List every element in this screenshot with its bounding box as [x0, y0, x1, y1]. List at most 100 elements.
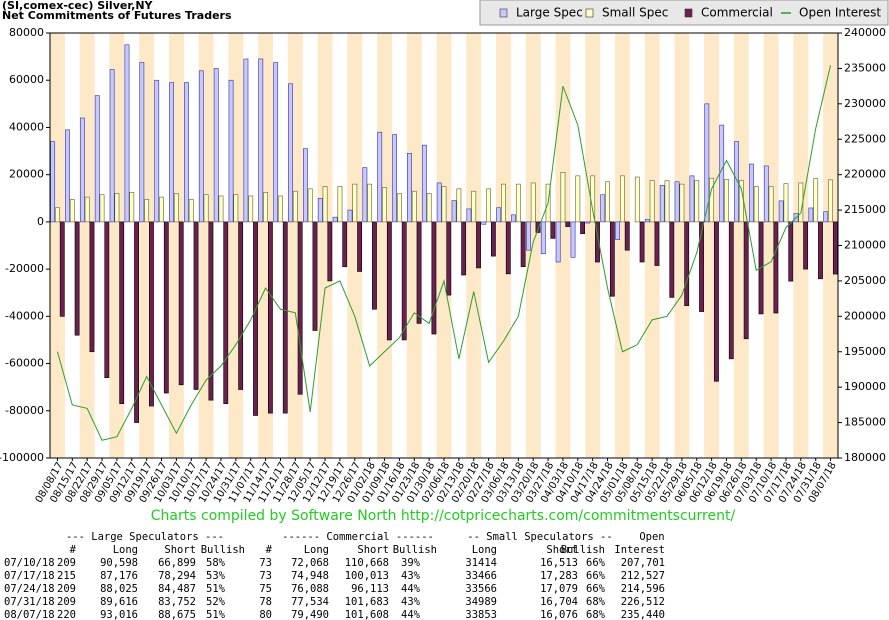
bar — [163, 221, 169, 394]
y2-tick-label: 210000 — [844, 239, 886, 252]
table-cell: 212,527 — [621, 570, 665, 582]
bar — [154, 79, 160, 223]
bar — [119, 221, 125, 404]
bar — [278, 195, 283, 223]
bar — [89, 221, 95, 353]
y-tick-label: 60000 — [9, 73, 44, 86]
table-cell: 17,079 — [540, 583, 578, 595]
table-cell: 100,013 — [345, 570, 389, 582]
table-cell: 209 — [57, 596, 76, 608]
y2-tick-label: 195000 — [844, 345, 886, 358]
table-cell: 66% — [586, 570, 606, 582]
band — [317, 33, 333, 458]
bar — [466, 208, 472, 223]
bar — [515, 183, 521, 223]
table-cell: 88,025 — [100, 583, 138, 595]
chart-title: (SI,comex-cec) Silver,NY — [2, 0, 154, 12]
table-cell: 101,683 — [345, 596, 389, 608]
chart-subtitle: Net Commitments of Futures Traders — [2, 9, 232, 22]
table-group-header: ------ Commercial ------ — [282, 531, 434, 543]
bar — [169, 82, 174, 223]
bar — [213, 68, 219, 223]
table-group-header: Open — [639, 531, 664, 543]
y2-tick-label: 235000 — [844, 61, 886, 74]
bar — [535, 221, 541, 233]
band — [733, 33, 749, 458]
bar — [332, 216, 338, 223]
bar — [238, 221, 244, 390]
bar — [471, 190, 477, 223]
bar — [555, 221, 561, 263]
y-tick-label: -40000 — [5, 309, 44, 322]
bar — [292, 190, 298, 223]
bar — [317, 197, 323, 223]
table-cell: 16,076 — [540, 609, 578, 620]
bar — [198, 70, 204, 223]
bar — [65, 129, 70, 223]
y2-tick-label: 240000 — [844, 26, 886, 39]
bar — [322, 186, 328, 223]
bar — [679, 183, 685, 223]
band — [406, 33, 422, 458]
bar — [104, 221, 110, 379]
y2-tick-label: 225000 — [844, 132, 886, 145]
bar — [560, 172, 566, 223]
bar — [580, 221, 586, 234]
bar — [550, 221, 556, 239]
table-cell: 33853 — [465, 609, 497, 620]
table-cell: 72,068 — [291, 557, 329, 569]
table-header: Interest — [614, 544, 665, 556]
y2-tick-label: 220000 — [844, 168, 886, 181]
table-header: Long — [113, 544, 138, 556]
bar — [243, 58, 249, 223]
legend-label: Small Spec — [602, 6, 668, 20]
table-cell: 43% — [401, 596, 421, 608]
bar — [728, 221, 734, 360]
table-cell: 33566 — [465, 583, 497, 595]
bar — [481, 221, 487, 225]
table-cell: 34989 — [465, 596, 497, 608]
bar — [783, 183, 789, 223]
table-cell: 52% — [206, 596, 226, 608]
table-cell: 66% — [586, 557, 606, 569]
table-cell: 83,752 — [158, 596, 196, 608]
bar — [431, 221, 437, 335]
band — [436, 33, 452, 458]
table-group-header: --- Large Speculators --- — [66, 531, 224, 543]
bar — [377, 131, 383, 223]
bar — [823, 211, 829, 223]
table-header: Short — [164, 544, 196, 556]
bar — [55, 207, 60, 223]
bar — [426, 193, 432, 223]
bar — [600, 194, 606, 223]
bar — [208, 221, 214, 401]
table-cell: 93,016 — [100, 609, 138, 620]
bar — [253, 221, 258, 416]
table-header: Bullish — [201, 544, 245, 556]
bar — [149, 221, 154, 407]
table-cell: 53% — [206, 570, 226, 582]
table-cell: 07/31/18 — [4, 596, 55, 608]
table-cell: 101,608 — [345, 609, 389, 620]
table-cell: 39% — [401, 557, 421, 569]
bar — [372, 221, 377, 310]
bar — [134, 221, 139, 423]
bar — [624, 221, 630, 251]
y-tick-label: -60000 — [5, 357, 44, 370]
bar — [94, 95, 100, 223]
table-cell: 43% — [401, 570, 421, 582]
bar — [813, 178, 819, 223]
bar — [263, 192, 268, 223]
y2-tick-label: 180000 — [844, 451, 886, 464]
bar — [386, 221, 392, 341]
y-tick-label: 80000 — [9, 26, 44, 39]
table-cell: 58% — [206, 557, 226, 569]
bar — [441, 186, 447, 223]
bar — [808, 207, 814, 223]
table-cell: 235,440 — [621, 609, 665, 620]
bar — [530, 182, 536, 223]
bar — [832, 221, 838, 275]
bar — [684, 221, 690, 307]
bar — [788, 221, 794, 282]
